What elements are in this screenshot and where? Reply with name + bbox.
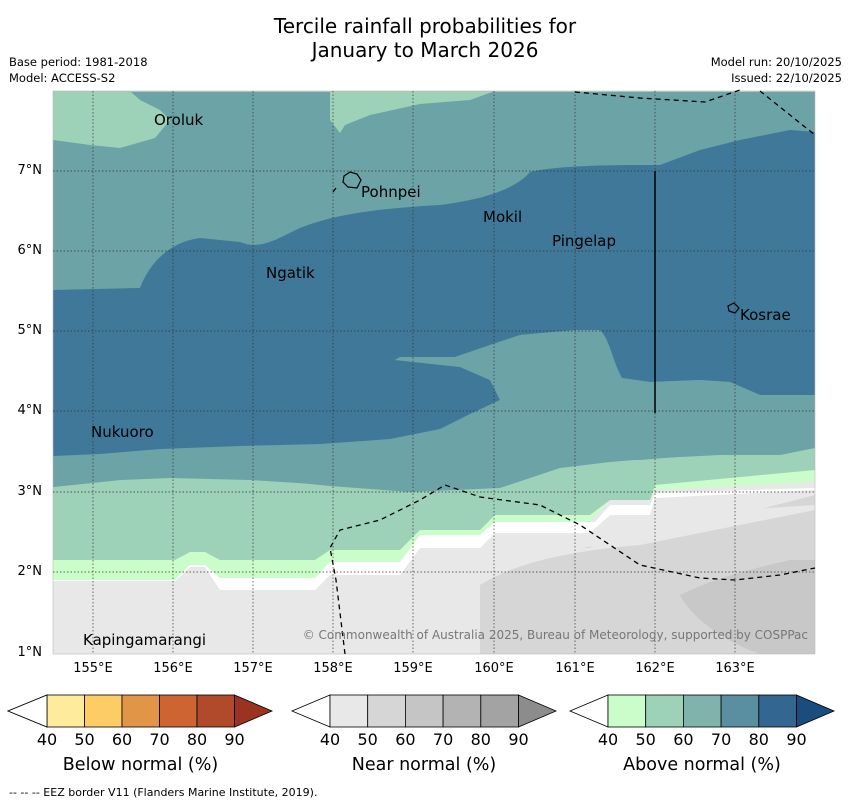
place-ngatik: Ngatik (266, 264, 315, 282)
above-tick-50: 50 (635, 730, 656, 749)
eez-footnote: -- -- -- EEZ border V11 (Flanders Marine… (9, 786, 318, 799)
above-70-area (53, 130, 815, 457)
place-pohnpei: Pohnpei (361, 183, 421, 201)
above-tick-70: 70 (710, 730, 732, 749)
pohnpei-reef (332, 187, 337, 193)
model-name: Model: ACCESS-S2 (9, 71, 116, 85)
below-tick-90: 90 (224, 730, 245, 749)
lat-label-5: 5°N (17, 323, 43, 338)
above-lt40 (568, 694, 609, 728)
above-tick-60: 60 (673, 730, 694, 749)
near-80-90 (480, 694, 519, 728)
eez-border-south (329, 484, 816, 655)
place-oroluk: Oroluk (154, 111, 204, 129)
lat-label-4: 4°N (17, 403, 43, 418)
pohnpei-island (342, 171, 362, 189)
title-line-2: January to March 2026 (311, 38, 539, 62)
above-gt90 (796, 694, 836, 728)
below-80-90 (196, 694, 235, 728)
lon-label-157: 157°E (233, 661, 273, 676)
lon-label-163: 163°E (715, 661, 755, 676)
above-80-90 (758, 694, 797, 728)
near-gt90 (518, 694, 558, 728)
eez-border-north (574, 89, 741, 103)
near-tick-60: 60 (395, 730, 416, 749)
probability-field (53, 91, 815, 654)
colorbars (6, 694, 836, 728)
below-tick-40: 40 (36, 730, 58, 749)
above-tick-40: 40 (597, 730, 619, 749)
below-tick-60: 60 (111, 730, 133, 749)
near-tick-50: 50 (357, 730, 378, 749)
meta-right: Model run: 20/10/2025 Issued: 22/10/2025 (711, 54, 842, 86)
near-tick-40: 40 (319, 730, 341, 749)
below-lt40-fix (6, 694, 48, 728)
place-kosrae: Kosrae (740, 306, 791, 324)
lon-label-155: 155°E (73, 661, 113, 676)
near-50-60 (367, 694, 406, 728)
above-tick-80: 80 (748, 730, 769, 749)
lon-label-160: 160°E (474, 661, 514, 676)
title-line-1: Tercile rainfall probabilities for (273, 14, 577, 38)
below-tick-50: 50 (74, 730, 95, 749)
place-pingelap: Pingelap (552, 232, 617, 250)
near-lt40 (290, 694, 331, 728)
model-run: Model run: 20/10/2025 (710, 55, 842, 69)
lat-label-3: 3°N (17, 484, 43, 499)
near-tick-80: 80 (470, 730, 491, 749)
colorbar-above (568, 694, 836, 728)
below-tick-70: 70 (149, 730, 170, 749)
lat-label-2: 2°N (17, 564, 43, 579)
lon-label-159: 159°E (393, 661, 433, 676)
below-normal-title: Below normal (%) (62, 755, 219, 775)
near-70-80 (442, 694, 482, 728)
meta-left: Base period: 1981-2018 Model: ACCESS-S2 (9, 54, 148, 86)
place-kapingamarangi: Kapingamarangi (83, 631, 207, 649)
below-60-70 (121, 694, 160, 728)
lon-label-162: 162°E (635, 661, 675, 676)
below-gt90 (234, 694, 274, 728)
below-tick-80: 80 (186, 730, 208, 749)
below-50-60 (84, 694, 123, 728)
copyright-notice: © Commonwealth of Australia 2025, Bureau… (302, 628, 808, 642)
lat-label-7: 7°N (17, 163, 43, 178)
place-nukuoro: Nukuoro (91, 423, 154, 441)
near-60-70 (404, 694, 444, 728)
near-40-50 (329, 694, 369, 728)
lat-label-1: 1°N (17, 645, 43, 660)
below-40-50 (46, 694, 85, 728)
map-title: Tercile rainfall probabilities for Janua… (0, 14, 850, 62)
kosrae-island (727, 302, 740, 314)
lat-label-6: 6°N (17, 243, 43, 258)
eez-border (329, 89, 816, 655)
white-gap (53, 488, 815, 590)
near-normal-title: Near normal (%) (351, 755, 497, 775)
graticule (53, 91, 815, 654)
near-tick-90: 90 (508, 730, 529, 749)
base-period: Base period: 1981-2018 (9, 55, 148, 69)
lon-label-158: 158°E (313, 661, 353, 676)
lon-label-161: 161°E (555, 661, 595, 676)
above-60-70 (683, 694, 722, 728)
above-40-50 (607, 694, 647, 728)
above-normal-title: Above normal (%) (623, 755, 781, 775)
above-70-80 (720, 694, 760, 728)
near-tick-70: 70 (432, 730, 454, 749)
above-tick-90: 90 (786, 730, 807, 749)
lon-label-156: 156°E (153, 661, 193, 676)
above-50-60 (645, 694, 684, 728)
below-70-80 (159, 694, 198, 728)
place-mokil: Mokil (483, 208, 523, 226)
issued-date: Issued: 22/10/2025 (731, 71, 842, 85)
eez-border-ne (759, 90, 816, 136)
colorbar-near (290, 694, 558, 728)
